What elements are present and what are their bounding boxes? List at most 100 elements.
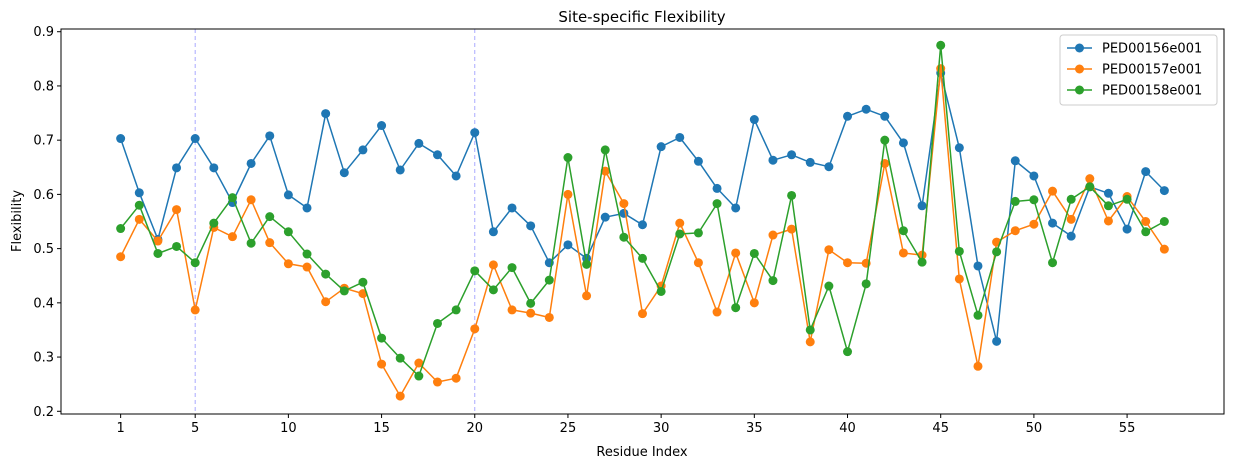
data-point (1048, 186, 1058, 196)
data-point (600, 145, 610, 155)
data-point (992, 247, 1002, 257)
data-point (656, 286, 666, 296)
legend-marker (1075, 43, 1084, 53)
x-tick-label: 5 (191, 421, 199, 436)
data-point (1066, 214, 1076, 224)
data-point (1085, 174, 1095, 184)
data-point (712, 183, 722, 193)
data-point (749, 248, 759, 258)
legend-item: PED00157e001 (1067, 63, 1202, 78)
data-point (824, 281, 834, 291)
data-point (693, 258, 703, 268)
data-point (507, 263, 517, 273)
x-tick-label: 30 (653, 421, 670, 436)
data-point (265, 212, 275, 222)
data-point (526, 221, 536, 231)
data-point (544, 275, 554, 285)
data-point (395, 391, 405, 401)
data-point (488, 227, 498, 237)
data-point (768, 230, 778, 240)
legend-marker (1075, 85, 1084, 95)
data-point (805, 337, 815, 347)
data-point (731, 303, 741, 313)
legend-item: PED00156e001 (1067, 42, 1202, 57)
y-tick-label: 0.6 (33, 188, 54, 203)
data-point (1103, 201, 1113, 211)
x-tick-label: 40 (839, 421, 856, 436)
data-point (638, 253, 647, 263)
data-point (992, 336, 1002, 346)
data-point (787, 224, 797, 234)
data-point (731, 248, 741, 258)
y-axis-label: Flexibility (10, 190, 25, 252)
data-point (1103, 188, 1113, 198)
data-point (563, 153, 573, 163)
data-point (768, 155, 778, 165)
data-point (414, 138, 424, 148)
data-point (1048, 218, 1058, 228)
data-point (246, 158, 256, 168)
data-point (1122, 224, 1132, 234)
data-point (1159, 217, 1169, 226)
data-point (414, 358, 424, 368)
data-point (954, 274, 964, 284)
y-tick-label: 0.9 (33, 25, 54, 40)
data-point (936, 64, 946, 74)
x-tick-label: 45 (932, 421, 949, 436)
legend-label: PED00157e001 (1102, 63, 1202, 78)
data-point (880, 135, 890, 145)
data-point (582, 259, 592, 269)
data-point (172, 163, 182, 173)
data-point (954, 246, 964, 256)
x-tick-label: 35 (746, 421, 763, 436)
data-point (973, 361, 983, 371)
data-point (526, 308, 536, 318)
data-point (227, 193, 237, 203)
y-tick-label: 0.5 (33, 242, 54, 257)
data-point (824, 245, 834, 255)
series-PED00156e001 (116, 68, 1169, 346)
data-point (134, 214, 144, 224)
y-tick-label: 0.4 (33, 296, 54, 311)
data-point (283, 190, 293, 200)
data-point (321, 269, 331, 279)
y-tick-label: 0.2 (33, 405, 54, 420)
data-point (265, 131, 275, 141)
data-point (265, 238, 275, 248)
series-PED00158e001 (116, 40, 1169, 381)
data-point (432, 318, 442, 328)
data-point (861, 279, 871, 289)
data-point (1103, 216, 1113, 226)
data-point (749, 298, 759, 308)
chart-title: Site-specific Flexibility (558, 8, 725, 26)
data-point (693, 228, 703, 238)
data-point (190, 305, 200, 315)
data-point (470, 266, 480, 276)
data-point (190, 134, 200, 144)
data-point (451, 171, 461, 181)
data-point (787, 190, 797, 200)
data-point (209, 218, 219, 228)
data-point (1010, 156, 1020, 166)
data-point (1122, 194, 1132, 204)
data-point (861, 104, 871, 114)
data-point (898, 138, 908, 148)
data-point (302, 249, 312, 259)
data-point (488, 260, 498, 270)
data-point (638, 309, 647, 319)
data-point (656, 142, 666, 152)
data-point (824, 162, 834, 172)
legend-item: PED00158e001 (1067, 84, 1202, 99)
data-point (377, 121, 387, 131)
data-point (209, 163, 219, 173)
data-point (172, 205, 182, 215)
data-point (805, 325, 815, 335)
data-point (488, 285, 498, 295)
data-point (377, 359, 387, 369)
data-point (470, 128, 480, 138)
data-point (1085, 182, 1095, 192)
reference-lines (194, 29, 476, 414)
data-point (227, 232, 237, 242)
data-point (134, 188, 144, 198)
